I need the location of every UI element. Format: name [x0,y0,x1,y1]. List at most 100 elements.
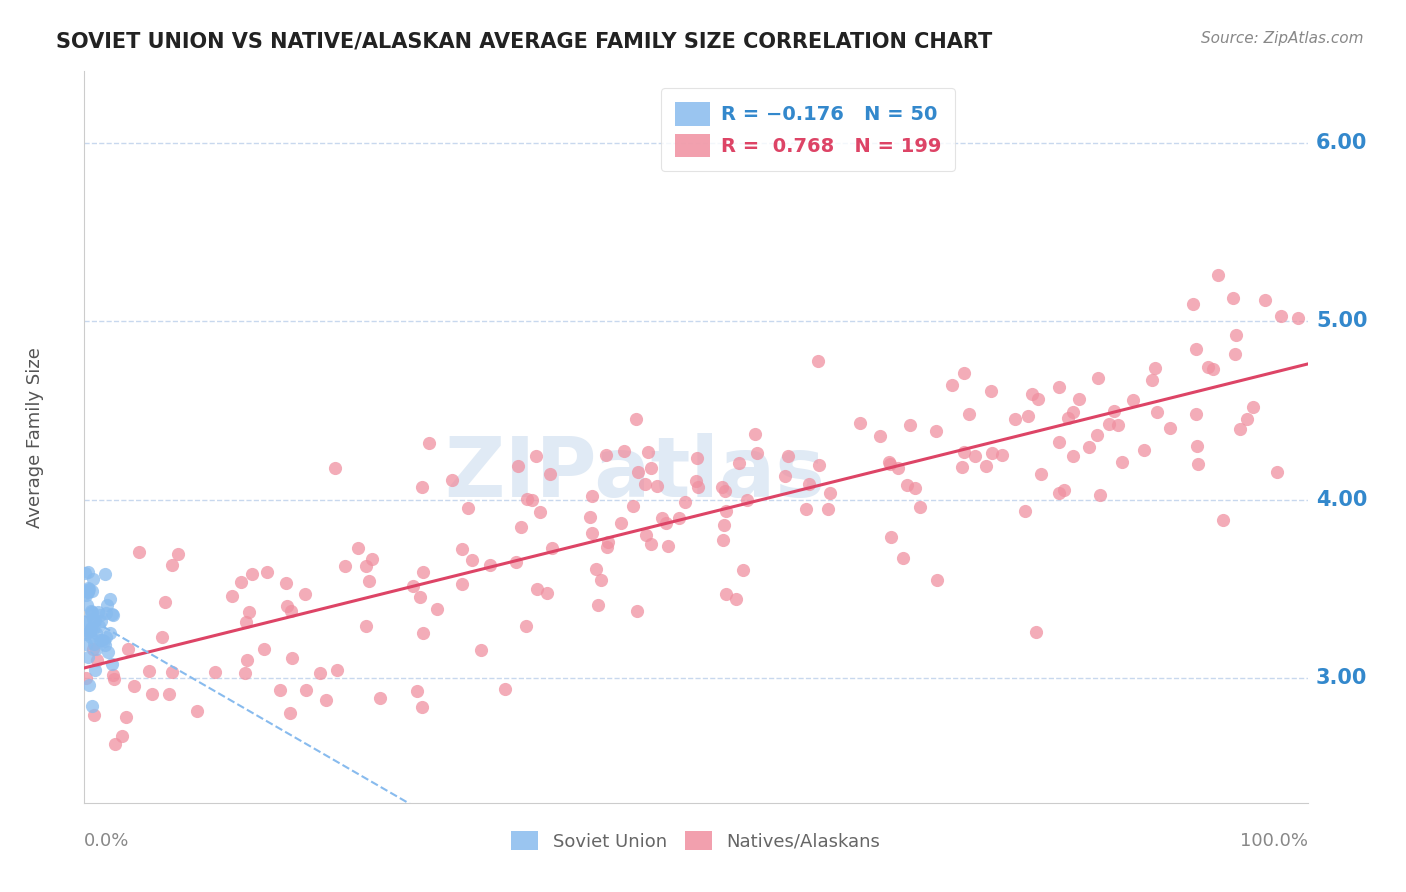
Point [1146,404,1168,418]
Text: Source: ZipAtlas.com: Source: ZipAtlas.com [1201,31,1364,46]
Point [461,553,484,567]
Point [1265,466,1288,480]
Point [891,551,914,566]
Point [904,481,927,495]
Point [1062,449,1084,463]
Point [589,573,612,587]
Point [796,501,818,516]
Point [640,460,662,475]
Point [357,574,380,588]
Point [877,455,900,469]
Point [1056,410,1078,425]
Point [724,592,747,607]
Point [75,626,97,640]
Point [412,565,434,579]
Point [869,429,891,443]
Point [595,448,617,462]
Point [79,624,101,639]
Point [82,583,104,598]
Point [76,598,98,612]
Point [166,547,188,561]
Point [1159,420,1181,434]
Point [849,416,872,430]
Point [269,682,291,697]
Point [626,603,648,617]
Point [86,605,108,619]
Point [89,619,111,633]
Point [361,552,384,566]
Text: 6.00: 6.00 [1316,133,1367,153]
Point [974,458,997,473]
Point [1052,483,1074,497]
Point [731,563,754,577]
Point [536,586,558,600]
Point [1102,404,1125,418]
Point [1047,435,1070,450]
Point [354,558,377,573]
Point [1212,513,1234,527]
Point [76,582,98,596]
Point [1047,485,1070,500]
Point [640,537,662,551]
Point [221,589,243,603]
Point [236,653,259,667]
Point [1225,328,1247,343]
Point [253,642,276,657]
Point [1062,405,1084,419]
Point [1098,417,1121,431]
Point [98,626,121,640]
Point [727,456,749,470]
Point [735,493,758,508]
Text: SOVIET UNION VS NATIVE/ALASKAN AVERAGE FAMILY SIZE CORRELATION CHART: SOVIET UNION VS NATIVE/ALASKAN AVERAGE F… [56,31,993,51]
Point [280,651,302,665]
Point [1202,362,1225,376]
Point [91,633,114,648]
Point [710,480,733,494]
Point [609,516,631,531]
Point [82,612,104,626]
Point [1254,293,1277,307]
Point [494,681,516,696]
Point [229,575,252,590]
Point [103,672,125,686]
Point [256,565,278,579]
Point [160,665,183,680]
Point [141,687,163,701]
Point [980,446,1002,460]
Point [84,613,107,627]
Point [980,384,1002,399]
Point [621,499,644,513]
Point [240,566,263,581]
Point [817,501,839,516]
Point [98,592,121,607]
Point [879,530,901,544]
Point [879,458,901,472]
Point [1090,488,1112,502]
Point [86,653,108,667]
Point [510,520,533,534]
Point [624,412,647,426]
Point [1197,359,1219,374]
Point [204,665,226,679]
Point [1140,374,1163,388]
Point [526,582,548,597]
Point [578,509,600,524]
Point [1021,387,1043,401]
Point [274,576,297,591]
Point [1222,292,1244,306]
Point [585,562,607,576]
Point [1025,625,1047,640]
Point [1087,371,1109,385]
Point [294,587,316,601]
Point [100,607,122,621]
Point [1241,400,1264,414]
Point [138,664,160,678]
Point [80,606,103,620]
Point [541,541,564,555]
Point [516,492,538,507]
Point [627,466,650,480]
Point [79,615,101,629]
Point [657,539,679,553]
Text: 5.00: 5.00 [1316,311,1368,331]
Point [76,585,98,599]
